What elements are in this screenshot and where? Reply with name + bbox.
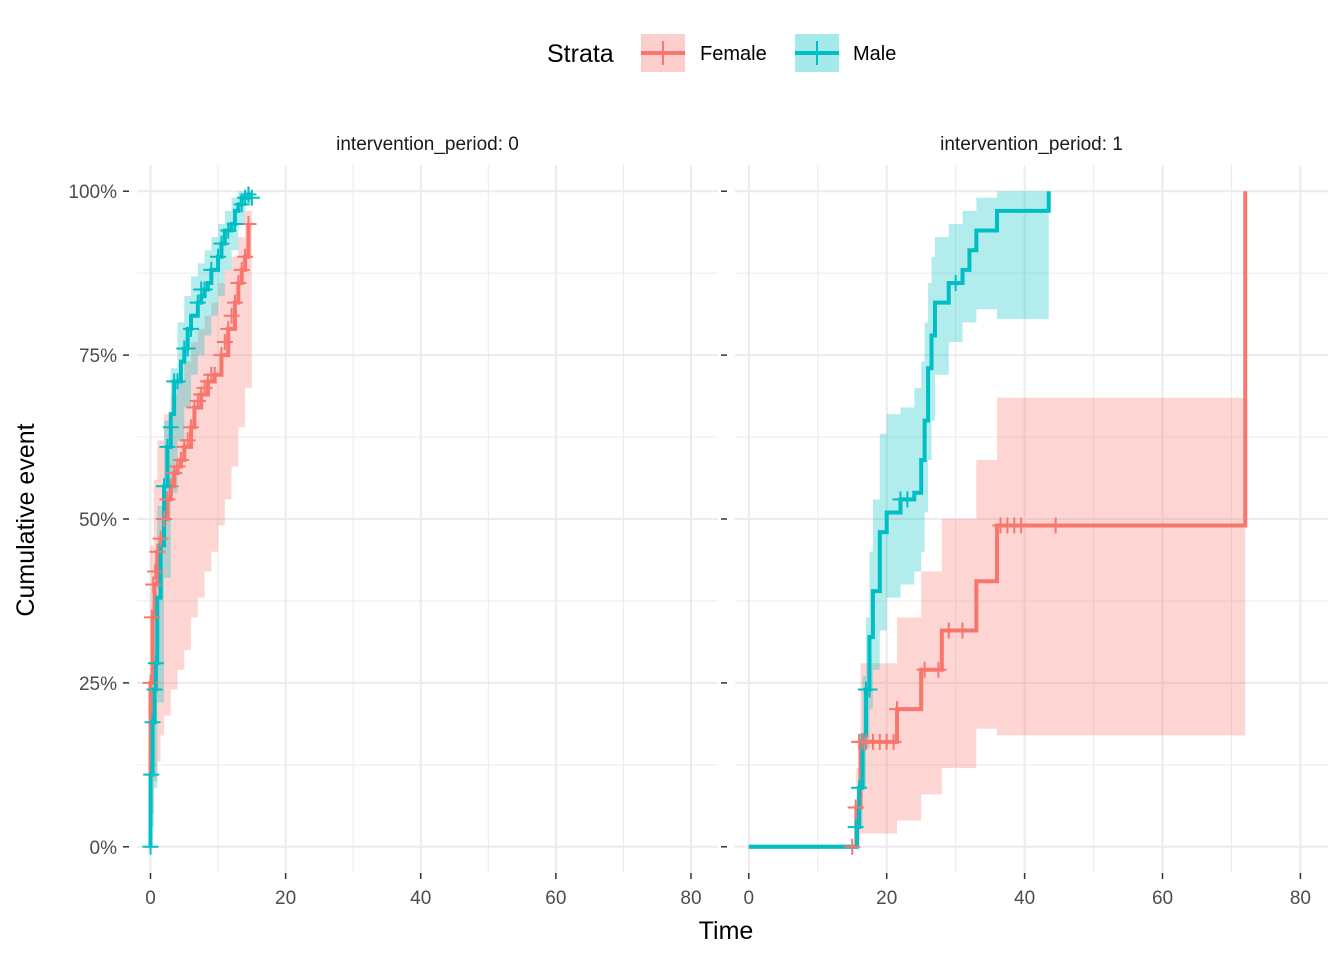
y-tick-label: 0% <box>90 838 118 859</box>
censor-mark-male <box>213 235 230 252</box>
censor-mark-female <box>889 701 906 718</box>
legend-title: Strata <box>547 40 614 68</box>
x-tick-label: 20 <box>275 888 296 909</box>
censor-mark-female <box>847 799 864 816</box>
censor-mark-female <box>156 511 173 527</box>
censor-mark-male <box>142 838 159 855</box>
censor-mark-male <box>210 248 227 265</box>
censor-mark-male <box>169 373 186 390</box>
censor-mark-male <box>143 766 160 783</box>
censor-mark-female <box>940 622 957 639</box>
censor-mark-male <box>183 320 200 337</box>
censor-mark-female <box>169 458 186 475</box>
censor-mark-female <box>152 530 169 547</box>
censor-mark-female <box>220 320 237 337</box>
panel-strip-label: intervention_period: 1 <box>940 134 1123 155</box>
censor-mark-male <box>179 340 196 357</box>
censor-mark-female <box>149 543 166 560</box>
censor-mark-female <box>176 438 193 455</box>
censor-mark-male <box>162 419 179 436</box>
y-tick-label: 75% <box>79 346 117 367</box>
censor-mark-male <box>899 491 916 508</box>
censor-mark-female <box>233 261 250 278</box>
legend-label-female: Female <box>700 43 767 65</box>
censor-mark-male <box>147 655 164 672</box>
legend-key-male <box>795 34 839 72</box>
censor-mark-female <box>240 216 257 232</box>
censor-mark-male <box>144 714 161 731</box>
censor-mark-female <box>179 432 196 449</box>
y-tick-label: 100% <box>68 182 117 203</box>
censor-mark-female <box>143 609 160 626</box>
y-tick-label: 25% <box>79 674 117 695</box>
censor-mark-female <box>159 491 176 508</box>
panels: intervention_period: 0 0 20 40 60 80 0% 25% 50% 7… <box>68 134 1328 909</box>
censor-mark-male <box>243 189 260 206</box>
censor-mark-female <box>189 393 206 409</box>
censor-mark-male <box>203 261 220 278</box>
censor-mark-female <box>193 386 210 403</box>
censor-mark-female <box>223 307 240 324</box>
censor-mark-male <box>189 294 206 311</box>
grid <box>735 165 1328 873</box>
censor-mark-female <box>930 661 947 678</box>
ci-ribbon-female <box>852 397 1246 847</box>
censor-mark-male <box>861 681 878 698</box>
censor-mark-male <box>233 196 250 213</box>
censor-mark-female <box>954 622 971 639</box>
panel-1: intervention_period: 1 0 20 40 60 80 <box>721 134 1328 909</box>
censor-mark-female <box>172 452 189 468</box>
censor-mark-male <box>240 186 257 203</box>
censor-mark-female <box>885 733 902 750</box>
censor-mark-female <box>213 347 230 364</box>
censor-mark-female <box>844 838 861 855</box>
panel-strip-label: intervention_period: 0 <box>336 134 519 155</box>
censor-mark-female <box>237 248 254 265</box>
censor-mark-female <box>916 661 933 678</box>
censor-mark-female <box>142 674 159 691</box>
legend: Strata Female Male <box>547 34 896 72</box>
censor-mark-female <box>147 563 164 580</box>
x-axis-title: Time <box>699 917 754 945</box>
censor-mark-male <box>159 438 176 455</box>
censor-mark-female <box>216 334 233 350</box>
censor-mark-male <box>196 281 213 298</box>
censor-mark-female <box>1013 517 1030 534</box>
censor-mark-female <box>199 373 216 390</box>
censor-mark-male <box>947 275 964 291</box>
x-tick-label: 60 <box>545 888 566 909</box>
censor-mark-male <box>156 478 173 495</box>
censor-mark-female <box>230 275 247 291</box>
censor-mark-male <box>226 216 243 232</box>
censor-mark-male <box>146 681 163 698</box>
censor-mark-female <box>1047 517 1064 534</box>
censor-mark-male <box>847 819 864 836</box>
censor-mark-male <box>851 779 868 796</box>
legend-label-male: Male <box>853 43 896 65</box>
censor-mark-female <box>196 379 213 396</box>
y-tick-label: 50% <box>79 510 117 531</box>
censor-mark-female <box>183 419 200 436</box>
x-tick-label: 60 <box>1152 888 1173 909</box>
censor-mark-female <box>145 576 162 593</box>
x-tick-label: 40 <box>410 888 431 909</box>
x-tick-label: 20 <box>876 888 897 909</box>
y-axis-title: Cumulative event <box>12 423 40 616</box>
x-tick-label: 80 <box>680 888 701 909</box>
censor-mark-female <box>206 366 223 383</box>
x-tick-label: 0 <box>744 888 755 909</box>
censor-mark-female <box>186 399 203 416</box>
panel-0: intervention_period: 0 0 20 40 60 80 0% 25% 50% 7… <box>68 134 718 909</box>
x-tick-label: 80 <box>1290 888 1311 909</box>
x-tick-label: 40 <box>1014 888 1035 909</box>
x-tick-label: 0 <box>145 888 156 909</box>
ci-ribbon-male <box>855 191 1049 847</box>
legend-key-female <box>641 34 685 72</box>
censor-mark-male <box>220 222 237 239</box>
censor-mark-female <box>166 465 183 482</box>
censor-mark-female <box>226 294 243 311</box>
